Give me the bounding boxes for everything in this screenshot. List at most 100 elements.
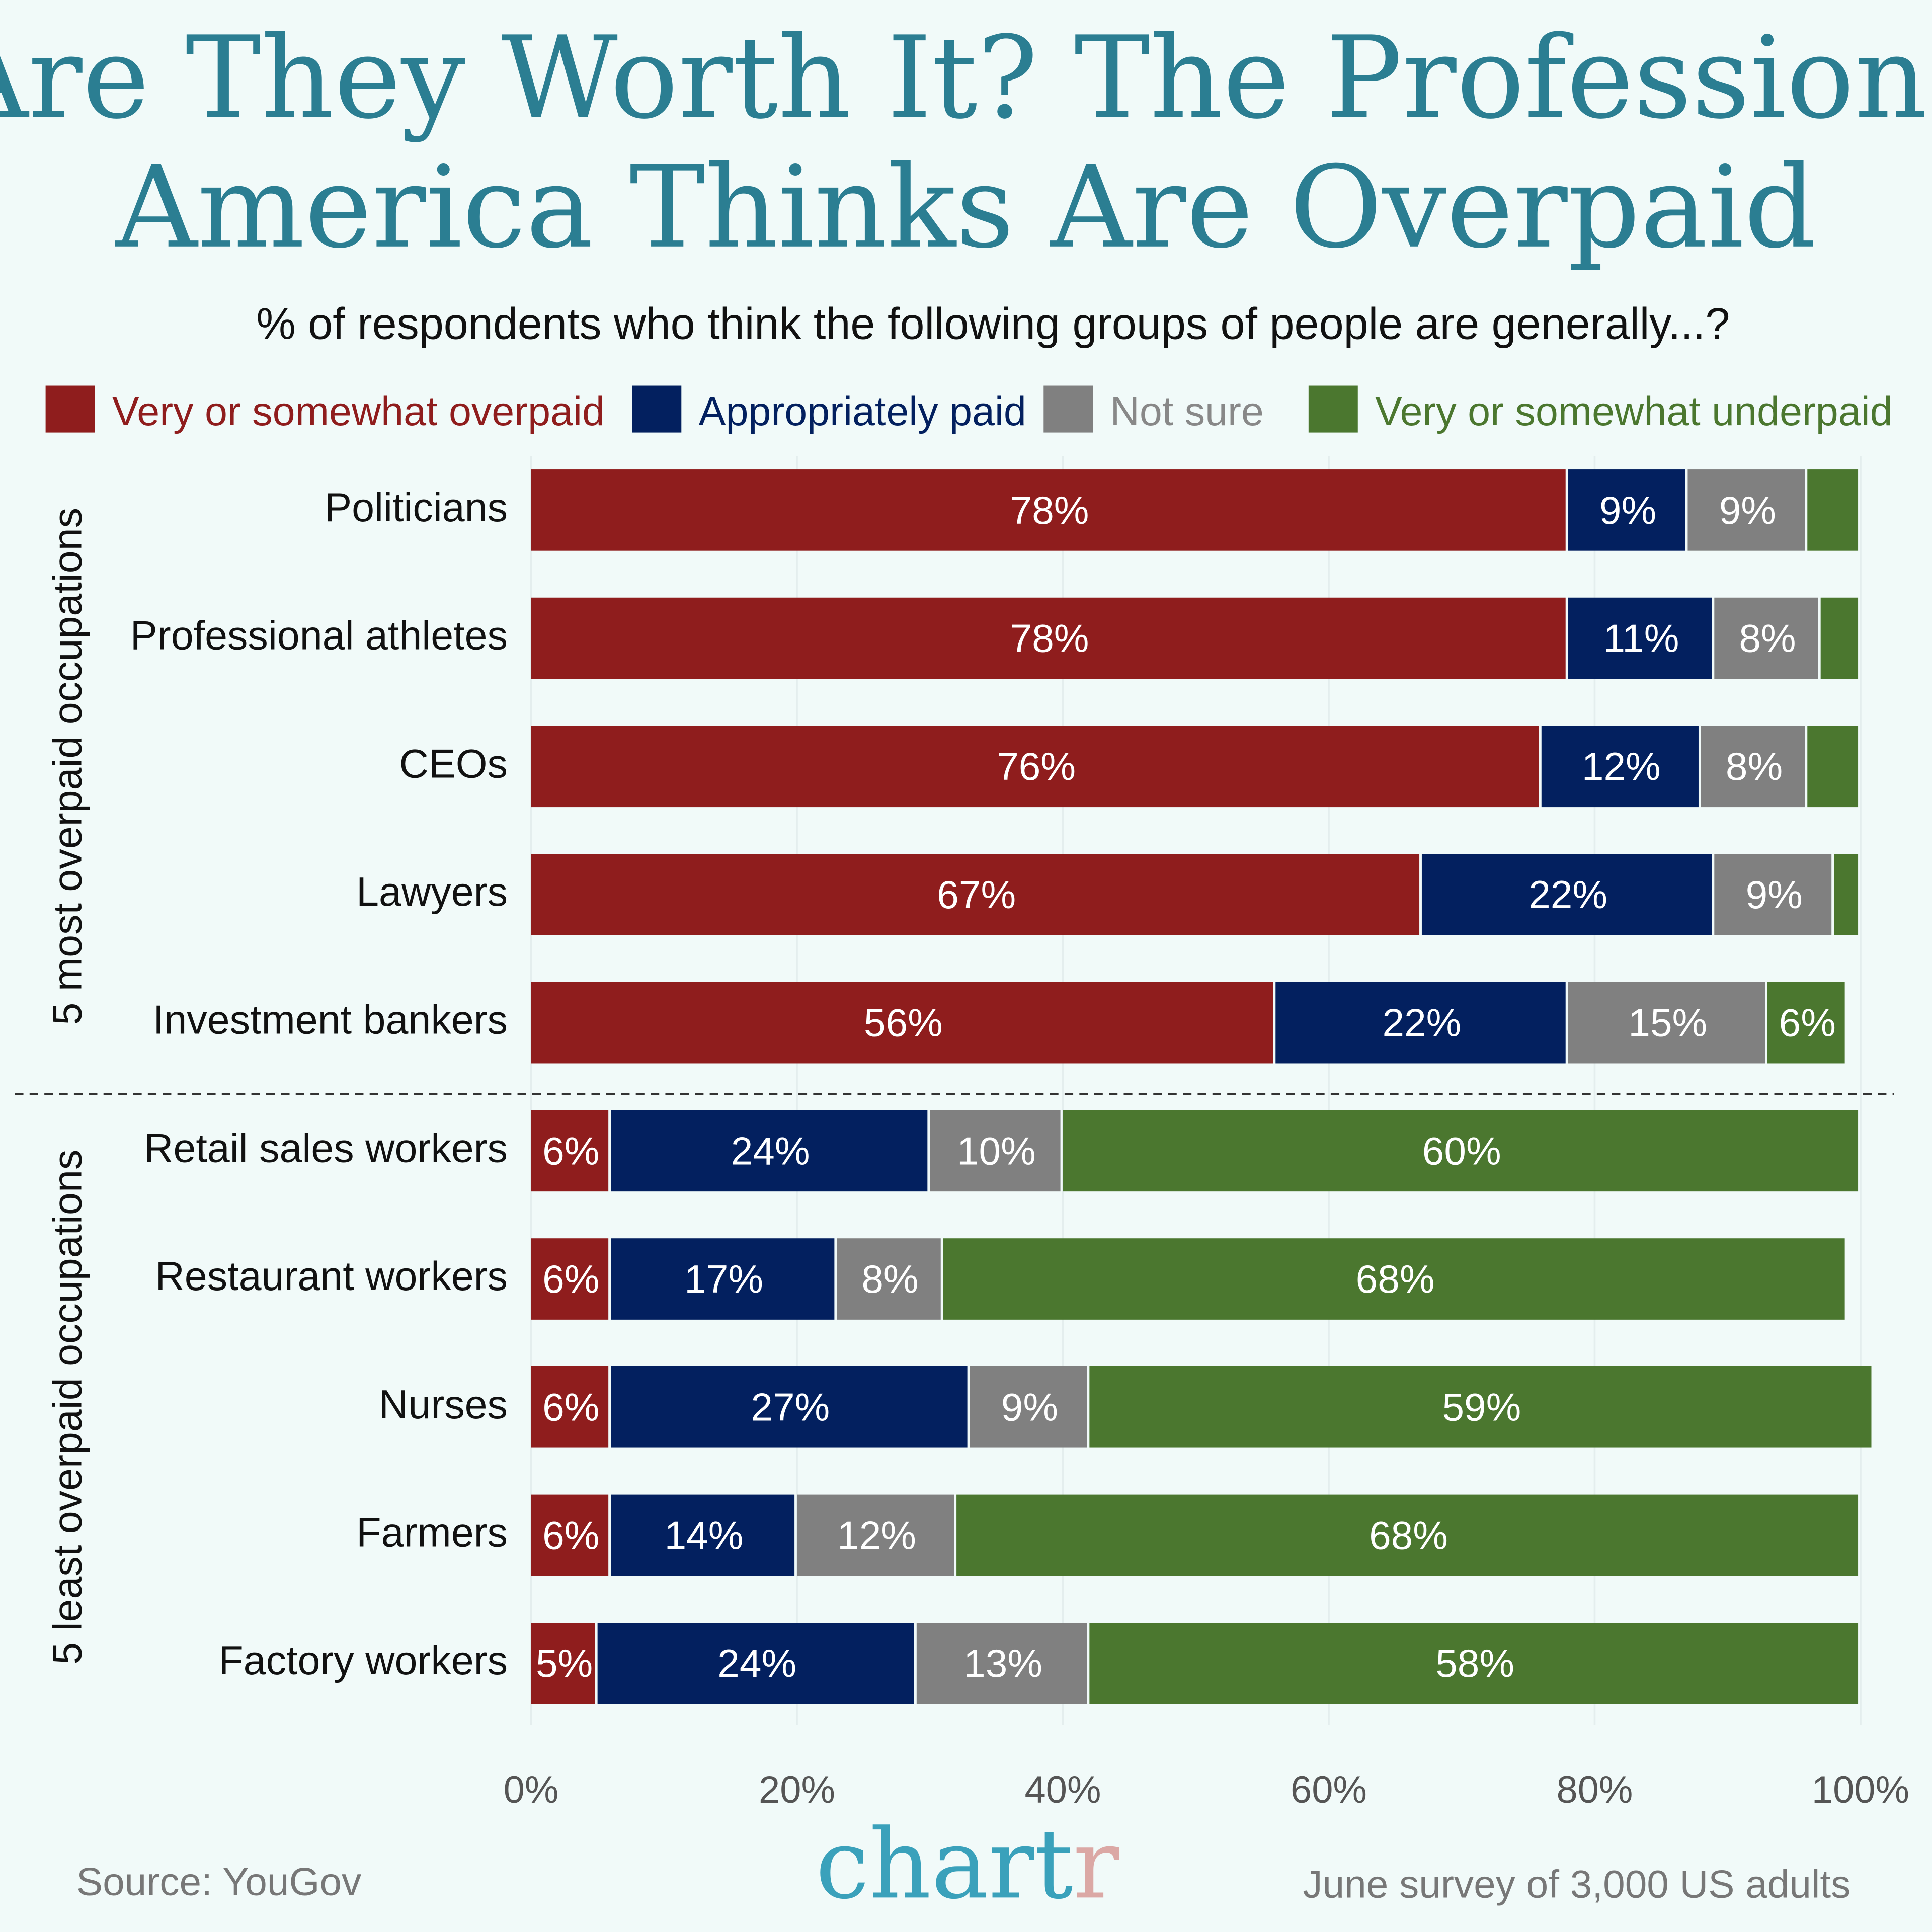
data-label: 13%	[963, 1641, 1042, 1685]
bar-segment	[1421, 854, 1712, 935]
bar-segment	[1834, 854, 1859, 935]
bar-segment	[531, 1494, 609, 1576]
x-tick-label: 60%	[1291, 1768, 1367, 1811]
bar-segment	[1820, 597, 1859, 679]
bar-segment	[611, 1110, 928, 1192]
bar-segment	[943, 1238, 1845, 1320]
data-label: 27%	[751, 1385, 830, 1429]
bar-segment	[930, 1110, 1061, 1192]
data-label: 22%	[1528, 872, 1607, 917]
data-label: 58%	[1435, 1641, 1514, 1685]
data-label: 12%	[1582, 744, 1661, 788]
data-label: 78%	[1010, 488, 1089, 532]
bar-segment	[611, 1494, 795, 1576]
bar-segment	[1807, 469, 1859, 551]
data-label: 5%	[536, 1641, 593, 1685]
bar-segment	[1063, 1110, 1859, 1192]
bar-segment	[531, 1623, 595, 1704]
legend-label: Appropriately paid	[699, 389, 1026, 434]
legend-swatch	[1308, 385, 1358, 433]
bar-segment	[1568, 597, 1712, 679]
bar-segment	[956, 1494, 1859, 1576]
bar-segment	[531, 469, 1566, 551]
title-line-2: America Thinks Are Overpaid	[115, 142, 1817, 274]
data-label: 24%	[731, 1129, 810, 1173]
data-label: 12%	[837, 1513, 916, 1557]
data-label: 9%	[1001, 1385, 1058, 1429]
bar-segment	[970, 1366, 1087, 1448]
subtitle: % of respondents who think the following…	[256, 298, 1730, 348]
x-axis-ticks: 0% 20% 40% 60% 80% 100%	[504, 1768, 1909, 1811]
data-label: 78%	[1010, 616, 1089, 661]
bar-segment	[1568, 982, 1765, 1064]
data-label: 6%	[542, 1129, 599, 1173]
bar-segment	[1687, 469, 1805, 551]
legend-label: Very or somewhat overpaid	[112, 389, 605, 434]
data-label: 11%	[1603, 616, 1679, 661]
chartr-logo: chartr	[816, 1809, 1119, 1920]
x-tick-label: 100%	[1812, 1768, 1909, 1811]
bar-segment	[1767, 982, 1845, 1064]
data-label: 9%	[1746, 872, 1803, 917]
source-text: Source: YouGov	[76, 1860, 361, 1904]
data-label: 68%	[1356, 1257, 1435, 1301]
category-label: Lawyers	[356, 869, 508, 915]
bar-segment	[1714, 854, 1832, 935]
group-label: 5 most overpaid occupations	[45, 508, 91, 1025]
bar-segment	[1807, 726, 1859, 808]
data-label: 76%	[997, 744, 1076, 788]
bar-segment	[1089, 1623, 1859, 1704]
x-tick-label: 20%	[759, 1768, 835, 1811]
category-label: Farmers	[356, 1510, 508, 1555]
bar-segment	[531, 982, 1273, 1064]
bar-segment	[531, 854, 1420, 935]
category-label: Investment bankers	[153, 998, 508, 1043]
data-label: 8%	[1739, 616, 1796, 661]
data-label: 67%	[937, 872, 1016, 917]
bar-segment	[597, 1623, 914, 1704]
category-label: CEOs	[399, 741, 508, 786]
bar-segment	[797, 1494, 954, 1576]
data-label: 22%	[1383, 1001, 1462, 1045]
legend-swatch	[1043, 385, 1093, 433]
bar-segment	[531, 1110, 609, 1192]
data-label: 6%	[542, 1385, 599, 1429]
bar-segment	[1701, 726, 1805, 808]
bar-segment	[837, 1238, 941, 1320]
data-label: 15%	[1628, 1001, 1707, 1045]
legend-swatch	[45, 385, 95, 433]
data-label: 9%	[1719, 488, 1776, 532]
bar-segment	[1089, 1366, 1872, 1448]
data-label: 6%	[1779, 1001, 1836, 1045]
bar-segment	[1541, 726, 1699, 808]
category-label: Professional athletes	[130, 613, 508, 659]
data-label: 24%	[717, 1641, 796, 1685]
x-tick-label: 0%	[504, 1768, 559, 1811]
data-label: 17%	[684, 1257, 763, 1301]
legend-label: Very or somewhat underpaid	[1375, 389, 1893, 434]
legend-swatch	[632, 385, 682, 433]
data-label: 8%	[861, 1257, 918, 1301]
bar-segment	[531, 597, 1566, 679]
x-tick-label: 80%	[1557, 1768, 1633, 1811]
bar-segment	[1568, 469, 1685, 551]
group-label: 5 least overpaid occupations	[45, 1150, 91, 1665]
data-label: 6%	[542, 1513, 599, 1557]
x-tick-label: 40%	[1025, 1768, 1101, 1811]
bar-segment	[916, 1623, 1087, 1704]
data-label: 14%	[665, 1513, 744, 1557]
data-label: 8%	[1726, 744, 1783, 788]
bar-segment	[531, 1366, 609, 1448]
legend: Very or somewhat overpaid Appropriately p…	[45, 385, 1893, 434]
data-label: 6%	[542, 1257, 599, 1301]
category-label: Restaurant workers	[155, 1254, 508, 1299]
category-label: Nurses	[379, 1382, 508, 1427]
bar-segment	[531, 726, 1539, 808]
data-label: 9%	[1599, 488, 1656, 532]
legend-label: Not sure	[1110, 389, 1264, 434]
bars: Politicians 78% 9% 9% Professional athletes 7…	[45, 469, 1872, 1704]
data-label: 68%	[1369, 1513, 1448, 1557]
category-label: Politicians	[325, 485, 508, 530]
